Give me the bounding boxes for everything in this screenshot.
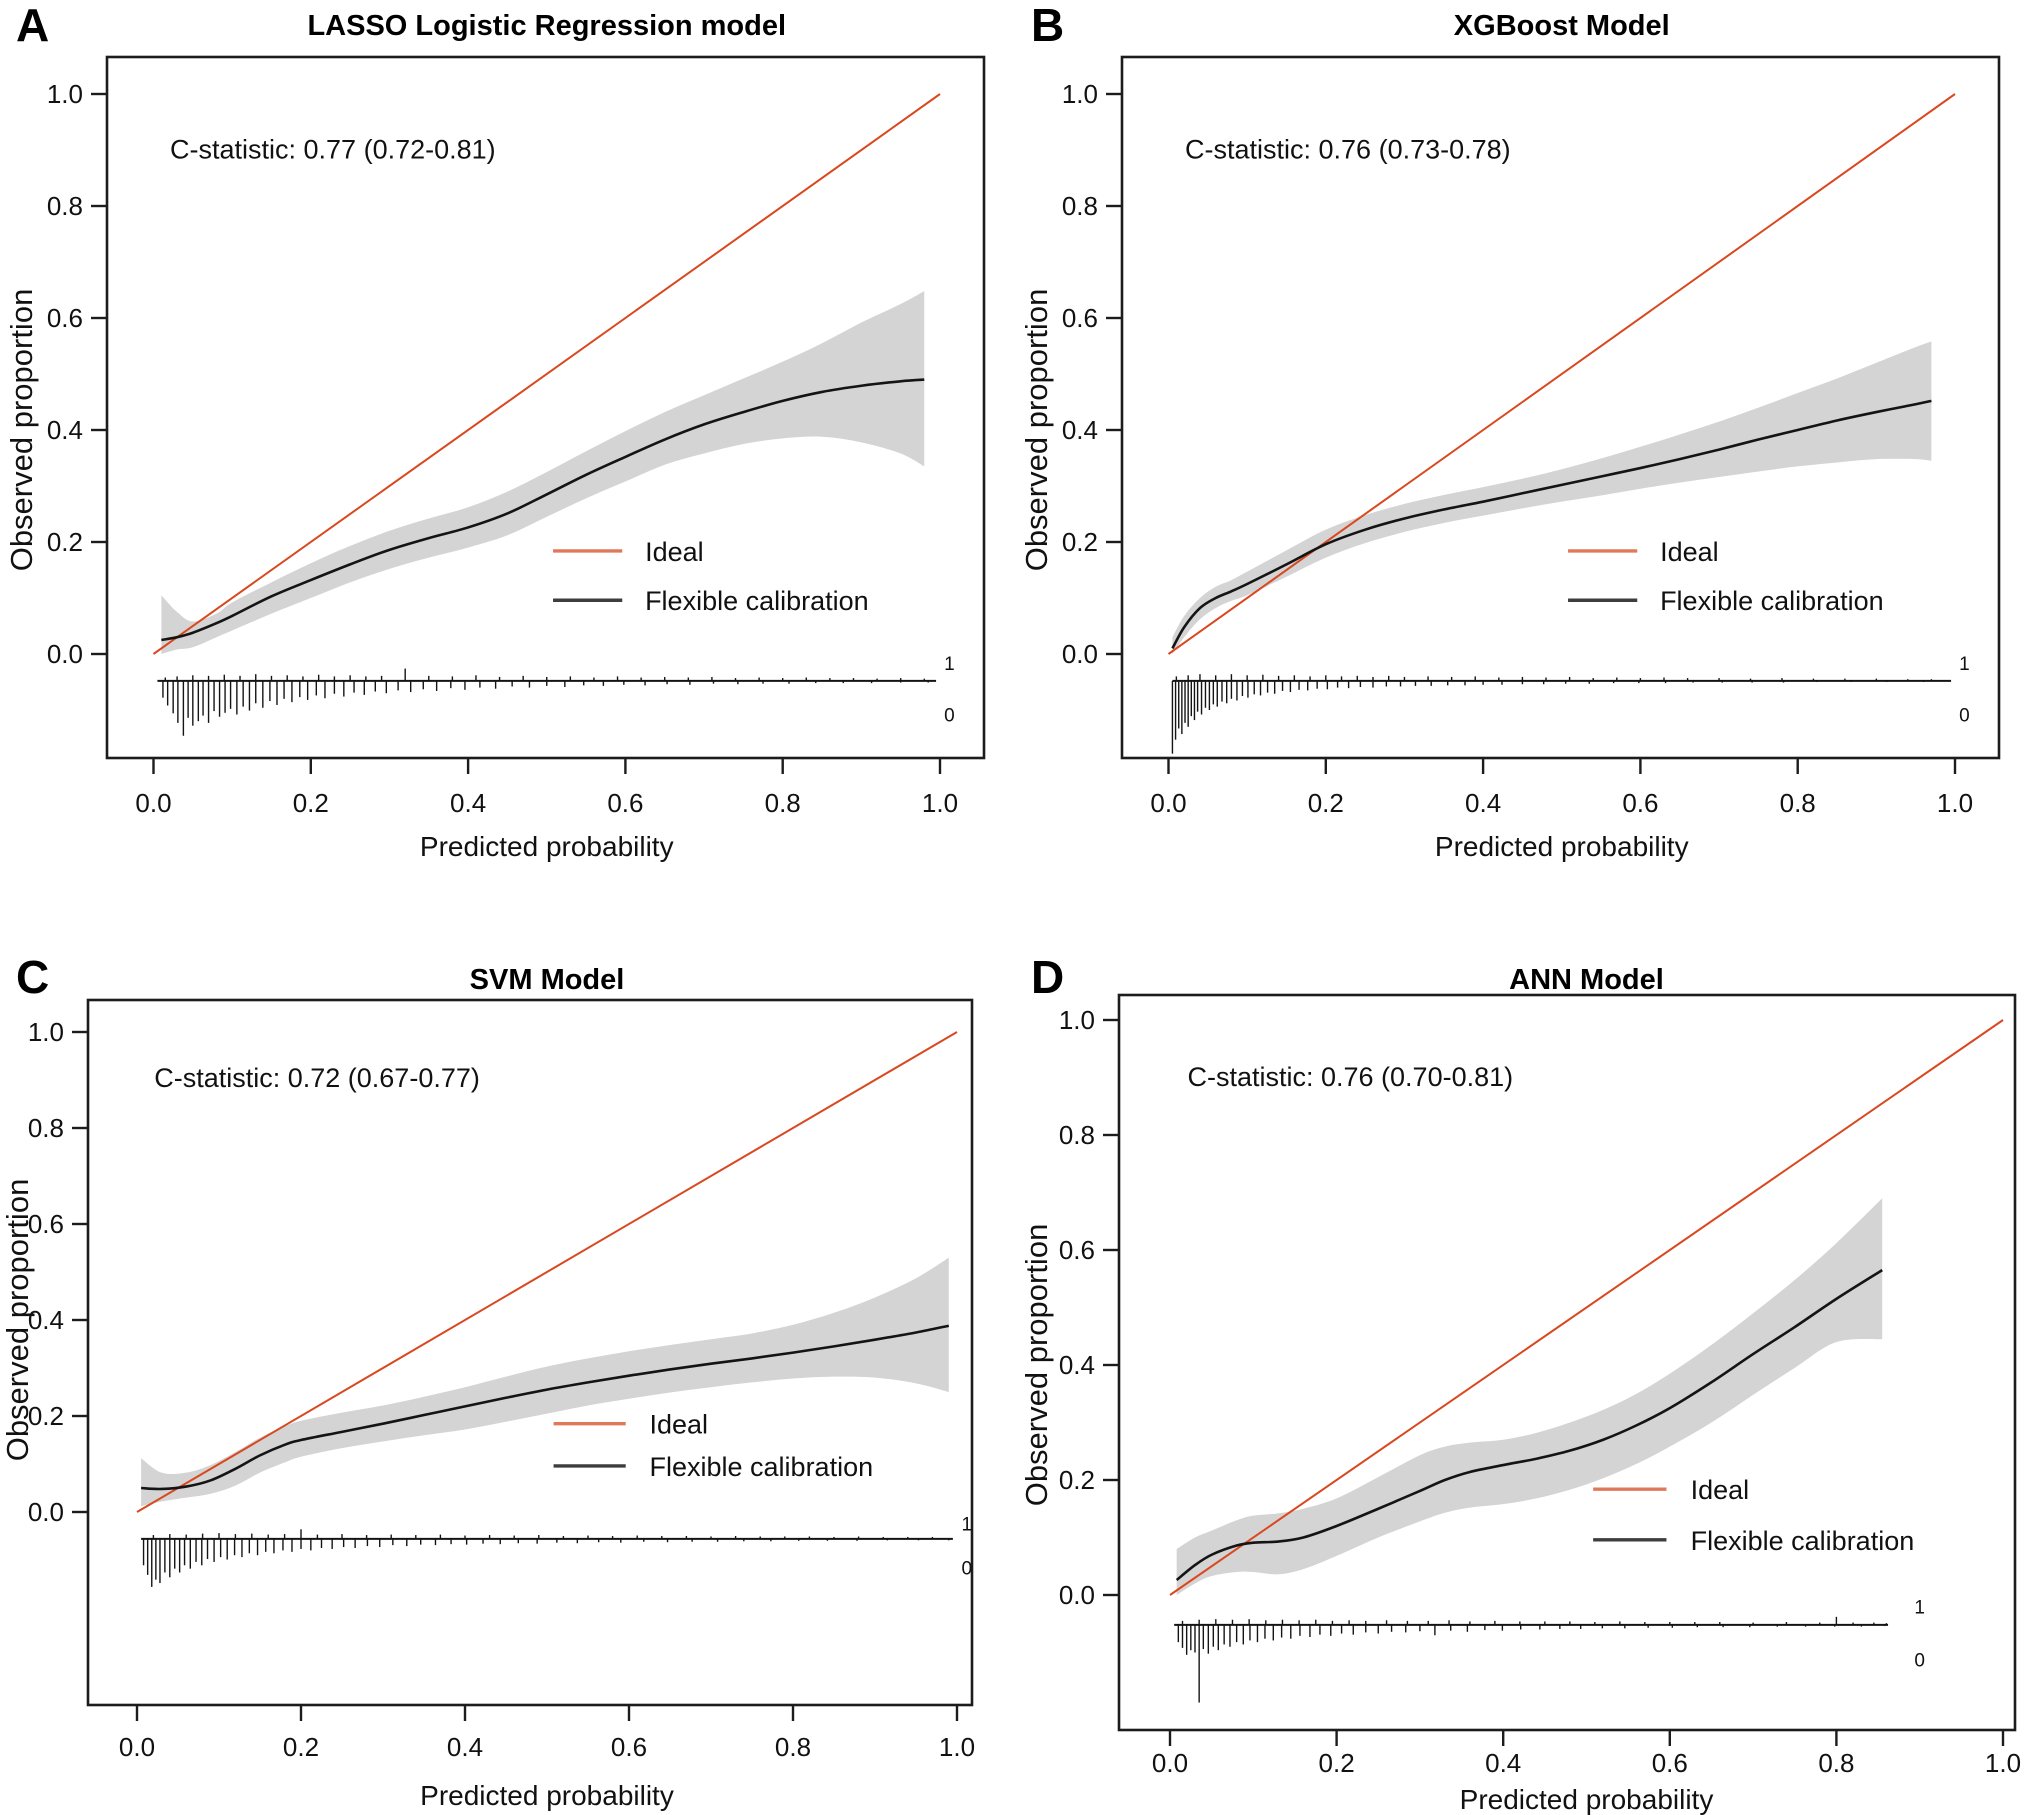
svg-text:1.0: 1.0 bbox=[28, 1017, 64, 1047]
svg-text:0.8: 0.8 bbox=[765, 788, 801, 818]
svg-text:0.8: 0.8 bbox=[1062, 191, 1098, 221]
calibration-plot-d: 0.0 0.2 0.4 0.6 0.8 1.0 0.0 0.2 0.4 0.6 0.8 1.0 Pred… bbox=[1019, 993, 2021, 1815]
panel-letter: B bbox=[1031, 0, 1065, 51]
svg-text:1.0: 1.0 bbox=[922, 788, 958, 818]
svg-text:Predicted probability: Predicted probability bbox=[1435, 831, 1689, 862]
svg-text:1.0: 1.0 bbox=[939, 1732, 975, 1762]
svg-text:0.2: 0.2 bbox=[1319, 1748, 1355, 1778]
svg-text:0.2: 0.2 bbox=[283, 1732, 319, 1762]
svg-text:Ideal: Ideal bbox=[645, 537, 704, 567]
panel-b: 0.0 0.2 0.4 0.6 0.8 1.0 0.0 0.2 0.4 0.6 0.8 1.0 Pred… bbox=[1015, 0, 2030, 900]
svg-text:0.4: 0.4 bbox=[47, 415, 83, 445]
calibration-plot-c: 0.0 0.2 0.4 0.6 0.8 1.0 0.0 0.2 0.4 0.6 0.8 1.0 Pred… bbox=[0, 998, 975, 1811]
svg-text:C-statistic: 0.76 (0.70-0.81): C-statistic: 0.76 (0.70-0.81) bbox=[1187, 1062, 1513, 1092]
svg-text:0.0: 0.0 bbox=[119, 1732, 155, 1762]
svg-text:0.8: 0.8 bbox=[28, 1113, 64, 1143]
svg-text:0.4: 0.4 bbox=[1059, 1350, 1095, 1380]
svg-text:0.2: 0.2 bbox=[1308, 788, 1344, 818]
panel-title: ANN Model bbox=[1509, 964, 1664, 996]
svg-text:0.8: 0.8 bbox=[47, 191, 83, 221]
svg-text:0.6: 0.6 bbox=[1622, 788, 1658, 818]
svg-text:1.0: 1.0 bbox=[1937, 788, 1973, 818]
svg-text:0.8: 0.8 bbox=[1818, 1748, 1854, 1778]
svg-text:Flexible calibration: Flexible calibration bbox=[1691, 1526, 1915, 1556]
svg-text:0.0: 0.0 bbox=[135, 788, 171, 818]
svg-text:C-statistic: 0.72 (0.67-0.77): C-statistic: 0.72 (0.67-0.77) bbox=[154, 1063, 480, 1093]
svg-text:C-statistic: 0.77 (0.72-0.81): C-statistic: 0.77 (0.72-0.81) bbox=[170, 134, 496, 164]
svg-text:0.0: 0.0 bbox=[1059, 1580, 1095, 1610]
svg-text:0.6: 0.6 bbox=[47, 303, 83, 333]
panel-d: 0.0 0.2 0.4 0.6 0.8 1.0 0.0 0.2 0.4 0.6 0.8 1.0 Pred… bbox=[1015, 900, 2030, 1815]
svg-text:1.0: 1.0 bbox=[47, 79, 83, 109]
panel-c: 0.0 0.2 0.4 0.6 0.8 1.0 0.0 0.2 0.4 0.6 0.8 1.0 Pred… bbox=[0, 900, 1015, 1815]
svg-text:Observed proportion: Observed proportion bbox=[0, 1179, 35, 1462]
svg-text:Flexible calibration: Flexible calibration bbox=[1660, 586, 1884, 616]
svg-text:Predicted probability: Predicted probability bbox=[1460, 1784, 1714, 1815]
svg-text:Flexible calibration: Flexible calibration bbox=[650, 1452, 874, 1482]
svg-text:0.2: 0.2 bbox=[1062, 527, 1098, 557]
svg-text:0.4: 0.4 bbox=[28, 1305, 64, 1335]
svg-text:0.6: 0.6 bbox=[1059, 1235, 1095, 1265]
panel-a: 0.0 0.2 0.4 0.6 0.8 1.0 0.0 0.2 0.4 0.6 0.8 1.0 Pred… bbox=[0, 0, 1015, 900]
svg-text:1.0: 1.0 bbox=[1059, 1005, 1095, 1035]
svg-text:Observed proportion: Observed proportion bbox=[1019, 1224, 1054, 1507]
svg-text:0.2: 0.2 bbox=[47, 527, 83, 557]
svg-text:Ideal: Ideal bbox=[1660, 537, 1719, 567]
svg-text:0.6: 0.6 bbox=[28, 1209, 64, 1239]
svg-text:1: 1 bbox=[1914, 1598, 1925, 1619]
svg-text:Observed proportion: Observed proportion bbox=[4, 289, 39, 572]
svg-text:1: 1 bbox=[944, 654, 955, 675]
svg-text:0.4: 0.4 bbox=[1062, 415, 1098, 445]
svg-text:Observed proportion: Observed proportion bbox=[1019, 289, 1054, 572]
svg-text:0.6: 0.6 bbox=[611, 1732, 647, 1762]
svg-text:0.4: 0.4 bbox=[1485, 1748, 1521, 1778]
svg-text:0.6: 0.6 bbox=[1062, 303, 1098, 333]
svg-text:0.8: 0.8 bbox=[775, 1732, 811, 1762]
svg-text:Predicted probability: Predicted probability bbox=[420, 1780, 674, 1811]
svg-text:0.0: 0.0 bbox=[47, 639, 83, 669]
svg-text:0.4: 0.4 bbox=[450, 788, 486, 818]
svg-text:0.0: 0.0 bbox=[1150, 788, 1186, 818]
panel-letter: C bbox=[16, 951, 50, 1003]
svg-text:Predicted probability: Predicted probability bbox=[420, 831, 674, 862]
svg-text:Ideal: Ideal bbox=[650, 1410, 709, 1440]
panel-title: LASSO Logistic Regression model bbox=[307, 10, 787, 42]
svg-text:1.0: 1.0 bbox=[1062, 79, 1098, 109]
svg-text:0.0: 0.0 bbox=[1152, 1748, 1188, 1778]
panel-letter: D bbox=[1031, 951, 1065, 1003]
svg-text:1: 1 bbox=[1959, 654, 1970, 675]
svg-text:0.2: 0.2 bbox=[1059, 1465, 1095, 1495]
svg-text:0.0: 0.0 bbox=[28, 1497, 64, 1527]
svg-text:0.4: 0.4 bbox=[447, 1732, 483, 1762]
svg-text:C-statistic: 0.76 (0.73-0.78): C-statistic: 0.76 (0.73-0.78) bbox=[1185, 134, 1511, 164]
svg-text:0.0: 0.0 bbox=[1062, 639, 1098, 669]
svg-text:0.2: 0.2 bbox=[28, 1401, 64, 1431]
svg-text:0.8: 0.8 bbox=[1059, 1120, 1095, 1150]
svg-text:Ideal: Ideal bbox=[1691, 1475, 1750, 1505]
panel-title: XGBoost Model bbox=[1453, 10, 1670, 42]
svg-text:0.6: 0.6 bbox=[1652, 1748, 1688, 1778]
svg-text:0.8: 0.8 bbox=[1780, 788, 1816, 818]
svg-text:0: 0 bbox=[944, 706, 955, 727]
svg-text:0.4: 0.4 bbox=[1465, 788, 1501, 818]
svg-text:1.0: 1.0 bbox=[1985, 1748, 2021, 1778]
panel-letter: A bbox=[16, 0, 50, 51]
svg-text:Flexible calibration: Flexible calibration bbox=[645, 586, 869, 616]
svg-text:0: 0 bbox=[1959, 706, 1970, 727]
svg-text:1: 1 bbox=[962, 1514, 973, 1535]
svg-text:0.2: 0.2 bbox=[293, 788, 329, 818]
svg-text:0.6: 0.6 bbox=[607, 788, 643, 818]
svg-text:0: 0 bbox=[962, 1559, 973, 1580]
calibration-plot-a: 0.0 0.2 0.4 0.6 0.8 1.0 0.0 0.2 0.4 0.6 0.8 1.0 Pred… bbox=[4, 55, 986, 862]
panel-title: SVM Model bbox=[469, 964, 625, 996]
svg-text:0: 0 bbox=[1914, 1651, 1925, 1672]
calibration-plot-b: 0.0 0.2 0.4 0.6 0.8 1.0 0.0 0.2 0.4 0.6 0.8 1.0 Pred… bbox=[1019, 55, 2001, 862]
